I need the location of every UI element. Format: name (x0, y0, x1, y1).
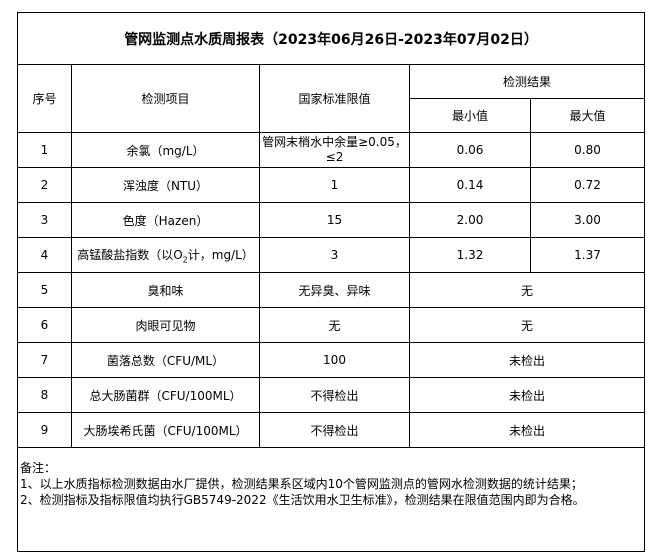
row-min: 1.32 (409, 237, 531, 273)
row-index: 7 (17, 342, 72, 378)
row-standard: 1 (259, 167, 410, 203)
row-standard: 不得检出 (259, 377, 410, 413)
row-standard: 100 (259, 342, 410, 378)
table-row: 7 菌落总数（CFU/ML） 100 未检出 (17, 342, 646, 378)
row-item: 高锰酸盐指数（以O2计，mg/L） (71, 237, 260, 273)
row-standard: 3 (259, 237, 410, 273)
row-item: 浑浊度（NTU） (71, 167, 260, 203)
subscript: 2 (182, 255, 188, 265)
row-standard: 管网末梢水中余量≥0.05，≤2 (259, 132, 410, 168)
row-index: 9 (17, 412, 72, 448)
water-quality-report-table: 管网监测点水质周报表（2023年06月26日-2023年07月02日） 序号 检… (16, 12, 646, 552)
row-standard: 无 (259, 307, 410, 343)
row-index: 6 (17, 307, 72, 343)
row-result: 无 (408, 307, 646, 343)
notes: 备注： 1、以上水质指标检测数据由水厂提供，检测结果系区域内10个管网监测点的管… (16, 447, 646, 552)
row-index: 5 (17, 272, 72, 308)
table-row: 1 余氯（mg/L） 管网末梢水中余量≥0.05，≤2 0.06 0.80 (17, 132, 646, 168)
row-item: 余氯（mg/L） (71, 132, 260, 168)
row-min: 0.14 (409, 167, 531, 203)
row-max: 1.37 (529, 237, 646, 273)
notes-label: 备注： (20, 461, 57, 475)
notes-line: 2、检测指标及指标限值均执行GB5749-2022《生活饮用水卫生标准》，检测结… (20, 493, 585, 507)
notes-line: 1、以上水质指标检测数据由水厂提供，检测结果系区域内10个管网监测点的管网水检测… (20, 477, 583, 491)
row-index: 1 (17, 132, 72, 168)
row-index: 3 (17, 202, 72, 238)
header-index: 序号 (17, 64, 72, 133)
report-title: 管网监测点水质周报表（2023年06月26日-2023年07月02日） (16, 12, 646, 65)
table-row: 2 浑浊度（NTU） 1 0.14 0.72 (17, 167, 646, 203)
row-min: 2.00 (409, 202, 531, 238)
row-item: 臭和味 (71, 272, 260, 308)
row-result: 无 (408, 272, 646, 308)
header-min: 最小值 (409, 98, 531, 133)
row-standard: 15 (259, 202, 410, 238)
row-standard: 不得检出 (259, 412, 410, 448)
table-row: 5 臭和味 无异臭、异味 无 (17, 272, 646, 308)
row-item: 肉眼可见物 (71, 307, 260, 343)
row-max: 3.00 (529, 202, 646, 238)
table-row: 8 总大肠菌群（CFU/100ML） 不得检出 未检出 (17, 377, 646, 413)
row-max: 0.72 (529, 167, 646, 203)
header-result: 检测结果 (408, 64, 646, 99)
item-text: 高锰酸盐指数（以O (77, 247, 183, 262)
header-max: 最大值 (529, 98, 646, 133)
table-row: 4 高锰酸盐指数（以O2计，mg/L） 3 1.32 1.37 (17, 237, 646, 273)
row-result: 未检出 (408, 377, 646, 413)
row-max: 0.80 (529, 132, 646, 168)
row-index: 4 (17, 237, 72, 273)
row-min: 0.06 (409, 132, 531, 168)
row-item: 菌落总数（CFU/ML） (71, 342, 260, 378)
item-text: 计，mg/L） (187, 247, 254, 262)
table-row: 3 色度（Hazen） 15 2.00 3.00 (17, 202, 646, 238)
header-item: 检测项目 (71, 64, 260, 133)
row-standard: 无异臭、异味 (259, 272, 410, 308)
table-row: 9 大肠埃希氏菌（CFU/100ML） 不得检出 未检出 (17, 412, 646, 448)
row-item: 色度（Hazen） (71, 202, 260, 238)
row-result: 未检出 (408, 412, 646, 448)
row-item: 总大肠菌群（CFU/100ML） (71, 377, 260, 413)
row-index: 2 (17, 167, 72, 203)
row-index: 8 (17, 377, 72, 413)
table-row: 6 肉眼可见物 无 无 (17, 307, 646, 343)
row-result: 未检出 (408, 342, 646, 378)
row-item: 大肠埃希氏菌（CFU/100ML） (71, 412, 260, 448)
header-standard: 国家标准限值 (259, 64, 410, 133)
